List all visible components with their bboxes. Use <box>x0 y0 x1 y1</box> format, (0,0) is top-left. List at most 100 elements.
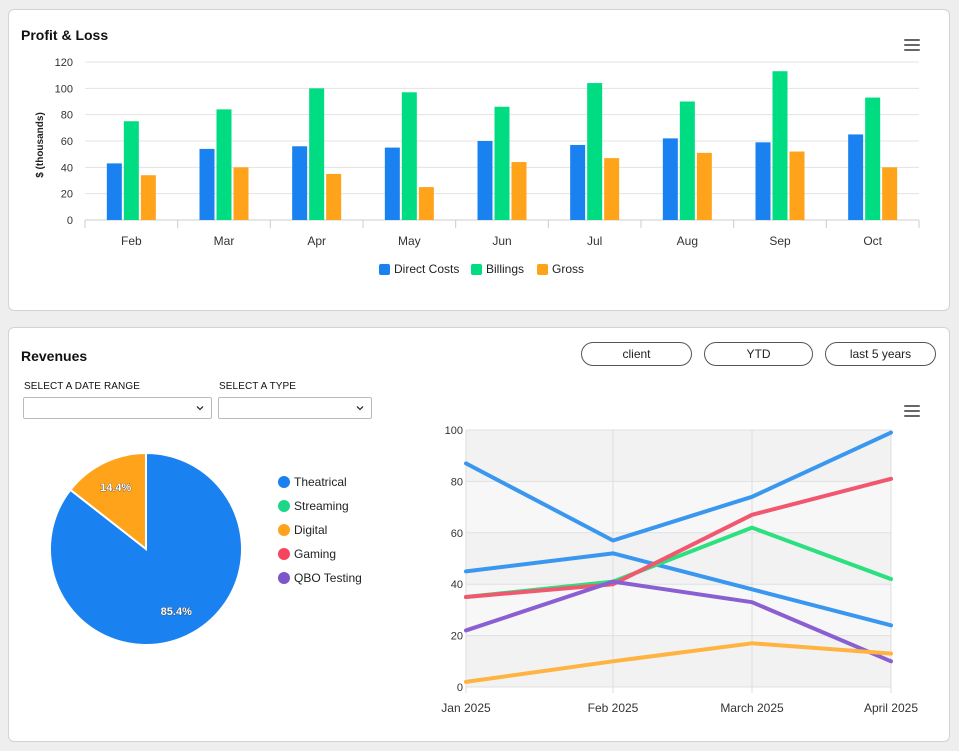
bar-direct-costs[interactable] <box>106 163 122 220</box>
bar-billings[interactable] <box>587 83 603 220</box>
bar-direct-costs[interactable] <box>477 141 493 220</box>
line-series-4[interactable] <box>464 476 893 600</box>
date-range-select[interactable] <box>23 397 212 419</box>
line-series-6[interactable] <box>464 641 893 684</box>
legend-item-gaming[interactable]: Gaming <box>278 547 336 561</box>
bar-direct-costs[interactable] <box>662 138 678 220</box>
plot-band <box>466 635 891 687</box>
bar-billings[interactable] <box>216 109 232 220</box>
bar-direct-costs[interactable] <box>848 134 864 220</box>
pie-slice-theatrical[interactable] <box>49 451 243 646</box>
bar-direct-costs[interactable] <box>292 146 308 220</box>
legend-item-streaming[interactable]: Streaming <box>278 499 349 513</box>
x-tick-label: Sep <box>769 234 791 248</box>
y-tick-label: 0 <box>457 682 463 694</box>
legend-item-direct-costs[interactable]: Direct Costs <box>379 262 459 276</box>
x-tick-label: May <box>398 234 421 248</box>
chevron-down-icon <box>196 406 204 411</box>
y-axis-label: $ (thousands) <box>35 112 46 178</box>
pie-data-label: 85.4% <box>161 606 192 618</box>
legend-dot <box>278 476 290 488</box>
y-tick-label: 100 <box>445 425 463 437</box>
revenues-title: Revenues <box>21 348 88 364</box>
y-tick-label: 100 <box>55 83 73 95</box>
legend-dot <box>278 524 290 536</box>
legend-item-billings[interactable]: Billings <box>471 262 524 276</box>
bar-gross[interactable] <box>696 152 712 220</box>
x-tick-label: Jun <box>492 234 511 248</box>
legend-label: Direct Costs <box>394 262 460 276</box>
bar-direct-costs[interactable] <box>384 147 400 220</box>
pie-slice-digital[interactable] <box>69 451 147 552</box>
y-tick-label: 20 <box>451 631 463 643</box>
bar-direct-costs[interactable] <box>755 142 771 220</box>
plot-band <box>466 481 891 533</box>
y-tick-label: 20 <box>61 189 73 201</box>
x-tick-label: March 2025 <box>720 701 784 715</box>
x-tick-label: Apr <box>307 234 326 248</box>
legend-label: Streaming <box>294 499 349 513</box>
chevron-down-icon <box>356 406 364 411</box>
bar-gross[interactable] <box>604 158 620 220</box>
legend-item-qbo-testing[interactable]: QBO Testing <box>278 571 362 585</box>
bar-direct-costs[interactable] <box>570 144 586 220</box>
x-tick-label: Feb 2025 <box>588 701 639 715</box>
pie-data-label: 14.4% <box>100 482 131 494</box>
bar-gross[interactable] <box>511 162 527 220</box>
line-series-2[interactable] <box>464 551 893 628</box>
bar-billings[interactable] <box>865 97 881 220</box>
bar-gross[interactable] <box>326 173 342 220</box>
type-label: SELECT A TYPE <box>219 381 297 392</box>
bar-billings[interactable] <box>123 121 139 220</box>
bar-gross[interactable] <box>882 167 898 220</box>
revenue-line-chart: 0 20 40 60 80 100 Jan 2025 Feb 2025 March 2025 A… <box>441 425 918 715</box>
x-tick-label: Feb <box>121 234 142 248</box>
bar-gross[interactable] <box>233 167 249 220</box>
line-series-1[interactable] <box>464 430 893 543</box>
legend-label: Gaming <box>294 547 337 561</box>
bar-gross[interactable] <box>140 175 156 220</box>
revenue-pie-chart: 85.4% 14.4% <box>49 451 243 646</box>
bar-billings[interactable] <box>494 106 510 220</box>
bar-billings[interactable] <box>679 101 695 221</box>
last-5-years-button[interactable]: last 5 years <box>825 342 936 366</box>
legend-label: QBO Testing <box>294 571 362 585</box>
y-tick-label: 80 <box>451 476 463 488</box>
bar-gross[interactable] <box>418 187 434 220</box>
legend-label: Theatrical <box>294 475 347 489</box>
y-tick-label: 80 <box>61 110 73 122</box>
legend-label: Billings <box>486 262 525 276</box>
legend-item-theatrical[interactable]: Theatrical <box>278 475 347 489</box>
bar-gross[interactable] <box>789 151 805 220</box>
y-tick-label: 60 <box>451 528 463 540</box>
bar-billings[interactable] <box>772 71 788 220</box>
bar-direct-costs[interactable] <box>199 148 215 220</box>
revenues-card: Revenues client YTD last 5 years SELECT … <box>8 327 950 742</box>
plot-band <box>466 430 891 482</box>
hamburger-menu-icon[interactable] <box>904 39 920 51</box>
legend-dot <box>278 500 290 512</box>
client-button[interactable]: client <box>581 342 692 366</box>
y-tick-label: 40 <box>451 579 463 591</box>
profit-loss-bar-chart: Feb Mar Apr May Jun Jul Aug Sep Oct 0 20 40 60 80 100… <box>35 57 920 248</box>
legend-item-digital[interactable]: Digital <box>278 523 327 537</box>
ytd-button[interactable]: YTD <box>704 342 813 366</box>
legend-swatch <box>379 263 390 275</box>
line-series-5[interactable] <box>464 579 893 664</box>
date-range-label: SELECT A DATE RANGE <box>24 381 141 392</box>
type-select[interactable] <box>218 397 372 419</box>
y-tick-label: 120 <box>55 57 73 69</box>
bar-billings[interactable] <box>401 92 417 220</box>
legend-swatch <box>471 263 482 275</box>
hamburger-menu-icon[interactable] <box>904 405 920 417</box>
legend-label: Gross <box>552 262 585 276</box>
x-tick-label: Jul <box>587 234 602 248</box>
legend-label: Digital <box>294 523 328 537</box>
profit-loss-card: Profit & Loss Feb Mar Apr May Jun Jul Aug Sep Oc… <box>8 9 950 311</box>
legend-dot <box>278 548 290 560</box>
profit-loss-title: Profit & Loss <box>21 27 109 43</box>
legend-item-gross[interactable]: Gross <box>537 262 584 276</box>
bar-billings[interactable] <box>309 88 325 220</box>
x-tick-label: Jan 2025 <box>441 701 491 715</box>
legend-dot <box>278 572 290 584</box>
